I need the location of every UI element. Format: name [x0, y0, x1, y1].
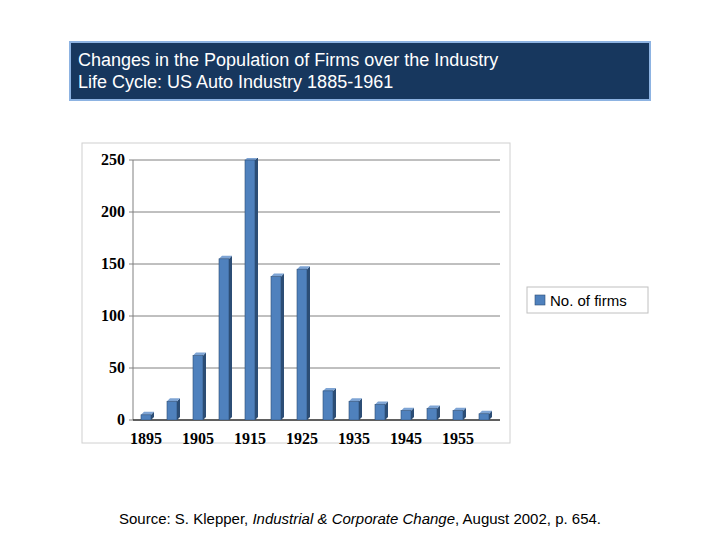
- bar-top: [167, 398, 180, 401]
- bar-side: [333, 388, 336, 420]
- bar-group: [193, 353, 206, 420]
- legend: No. of firms: [527, 287, 648, 313]
- bar-group: [167, 398, 180, 420]
- legend-label: No. of firms: [550, 292, 627, 309]
- source-part: Source: S. Klepper,: [119, 510, 252, 527]
- bar-top: [219, 256, 232, 259]
- bar-side: [177, 398, 180, 420]
- bar: [141, 415, 151, 420]
- y-axis: [133, 160, 134, 420]
- bar-group: [453, 408, 466, 420]
- x-axis: [133, 420, 500, 421]
- title-box: [70, 42, 650, 100]
- bar-side: [307, 266, 310, 420]
- bar: [375, 404, 385, 420]
- x-tick-label: 1935: [338, 430, 370, 447]
- bar: [193, 356, 203, 420]
- bar-group: [375, 401, 388, 420]
- grid-line: [129, 264, 500, 265]
- bar: [401, 411, 411, 420]
- bar-group: [323, 388, 336, 420]
- source-part: Industrial & Corporate Change: [252, 510, 455, 527]
- y-tick-label: 100: [101, 307, 125, 324]
- y-tick-label: 150: [101, 255, 125, 272]
- y-tick-label: 200: [101, 203, 125, 220]
- bar-top: [479, 411, 492, 414]
- bar-side: [359, 398, 362, 420]
- grid-line: [129, 316, 500, 317]
- x-tick-label: 1905: [182, 430, 214, 447]
- grid-line: [129, 212, 500, 213]
- bar: [245, 160, 255, 420]
- bar-side: [255, 158, 258, 420]
- bar: [427, 409, 437, 420]
- y-tick-label: 250: [101, 151, 125, 168]
- bar-top: [193, 353, 206, 356]
- bar-group: [271, 273, 284, 420]
- bar: [167, 401, 177, 420]
- legend-swatch: [535, 295, 545, 305]
- bar-top: [401, 408, 414, 411]
- bar-group: [141, 412, 154, 420]
- source: Source: S. Klepper, Industrial & Corpora…: [119, 510, 601, 527]
- y-tick-label: 50: [109, 359, 125, 376]
- chart: Changes in the Population of Firms over …: [0, 0, 720, 540]
- bar: [453, 411, 463, 420]
- bar-top: [271, 273, 284, 276]
- bar-group: [479, 411, 492, 420]
- bar-top: [453, 408, 466, 411]
- title-holder: Changes in the Population of Firms over …: [78, 44, 638, 100]
- source-part: , August 2002, p. 654.: [455, 510, 601, 527]
- y-tick-label: 0: [117, 411, 125, 428]
- bars: [141, 158, 492, 420]
- bar-top: [141, 412, 154, 415]
- title: Changes in the Population of Firms over …: [78, 44, 518, 93]
- bar: [349, 401, 359, 420]
- bar-group: [401, 408, 414, 420]
- chart-frame: [82, 143, 510, 443]
- x-tick-label: 1895: [130, 430, 162, 447]
- bar-side: [229, 256, 232, 420]
- grid-line: [129, 420, 500, 421]
- grid-line: [129, 368, 500, 369]
- bar-side: [203, 353, 206, 420]
- bar-group: [349, 398, 362, 420]
- bar-top: [375, 401, 388, 404]
- x-tick-label: 1915: [234, 430, 266, 447]
- bar-top: [323, 388, 336, 391]
- bar: [323, 391, 333, 420]
- bar: [297, 269, 307, 420]
- bar-group: [219, 256, 232, 420]
- bar: [479, 414, 489, 420]
- bar-top: [427, 406, 440, 409]
- bar-top: [297, 266, 310, 269]
- bar-group: [245, 158, 258, 420]
- bar: [219, 259, 229, 420]
- bar: [271, 276, 281, 420]
- bar-group: [427, 406, 440, 420]
- bar-side: [281, 273, 284, 420]
- bar-top: [349, 398, 362, 401]
- grid-line: [129, 160, 500, 161]
- x-tick-label: 1945: [390, 430, 422, 447]
- bar-group: [297, 266, 310, 420]
- x-tick-label: 1925: [286, 430, 318, 447]
- legend-box: [527, 287, 648, 313]
- bar-side: [385, 401, 388, 420]
- x-tick-label: 1955: [442, 430, 474, 447]
